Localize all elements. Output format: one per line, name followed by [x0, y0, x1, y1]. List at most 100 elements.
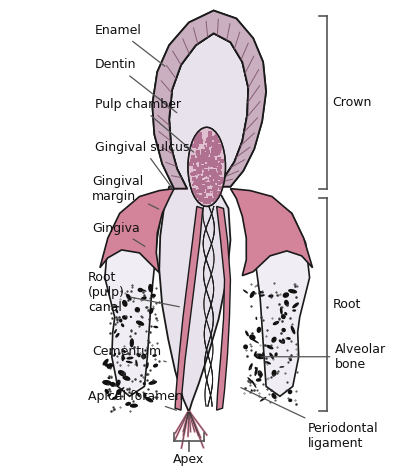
Ellipse shape — [243, 289, 248, 294]
Ellipse shape — [280, 307, 283, 315]
Ellipse shape — [121, 354, 124, 361]
Polygon shape — [105, 197, 161, 396]
Ellipse shape — [126, 361, 133, 363]
Ellipse shape — [292, 303, 299, 308]
Text: Apex: Apex — [173, 453, 204, 466]
Ellipse shape — [135, 307, 140, 312]
Ellipse shape — [104, 363, 108, 367]
Ellipse shape — [258, 292, 261, 295]
Ellipse shape — [143, 382, 146, 386]
Ellipse shape — [148, 284, 153, 292]
Ellipse shape — [279, 366, 284, 368]
Ellipse shape — [284, 312, 287, 316]
Ellipse shape — [141, 296, 147, 301]
Ellipse shape — [245, 331, 249, 336]
Ellipse shape — [130, 316, 132, 318]
Ellipse shape — [125, 402, 131, 406]
Text: Crown: Crown — [332, 96, 372, 108]
Ellipse shape — [250, 291, 255, 298]
Ellipse shape — [126, 294, 132, 301]
Ellipse shape — [243, 344, 248, 349]
Ellipse shape — [145, 397, 153, 402]
Ellipse shape — [284, 300, 289, 306]
Polygon shape — [175, 206, 203, 410]
Polygon shape — [217, 206, 230, 410]
Ellipse shape — [123, 350, 126, 353]
Text: Cementum: Cementum — [92, 345, 166, 362]
Ellipse shape — [126, 356, 134, 360]
Ellipse shape — [152, 354, 157, 357]
Ellipse shape — [254, 367, 257, 370]
Ellipse shape — [269, 353, 274, 359]
Text: Alveolar
bone: Alveolar bone — [263, 343, 386, 371]
Ellipse shape — [121, 323, 124, 327]
Ellipse shape — [271, 337, 277, 343]
Ellipse shape — [149, 308, 154, 314]
Ellipse shape — [115, 309, 118, 313]
Ellipse shape — [143, 393, 146, 398]
Ellipse shape — [286, 337, 291, 340]
Polygon shape — [159, 33, 248, 412]
Ellipse shape — [116, 389, 122, 395]
Ellipse shape — [255, 354, 265, 359]
Ellipse shape — [266, 345, 274, 349]
Ellipse shape — [142, 289, 146, 292]
Ellipse shape — [274, 352, 278, 357]
Ellipse shape — [188, 127, 226, 206]
Text: Root
(pulp)
canal: Root (pulp) canal — [88, 271, 179, 314]
Ellipse shape — [251, 339, 259, 343]
Ellipse shape — [252, 380, 256, 388]
Ellipse shape — [288, 289, 297, 294]
Ellipse shape — [256, 378, 262, 382]
Text: Enamel: Enamel — [95, 24, 165, 66]
Ellipse shape — [258, 371, 263, 377]
Ellipse shape — [115, 333, 120, 338]
Ellipse shape — [279, 340, 284, 344]
Polygon shape — [251, 197, 310, 396]
Ellipse shape — [118, 370, 126, 377]
Ellipse shape — [262, 352, 264, 356]
Ellipse shape — [248, 363, 253, 371]
Ellipse shape — [146, 362, 149, 369]
Ellipse shape — [257, 327, 261, 333]
Ellipse shape — [256, 317, 257, 320]
Ellipse shape — [259, 291, 264, 294]
Ellipse shape — [130, 338, 134, 348]
Text: Apical foramen: Apical foramen — [88, 390, 183, 410]
Ellipse shape — [107, 363, 113, 369]
Ellipse shape — [254, 351, 257, 356]
Text: Gingiva: Gingiva — [92, 222, 145, 247]
Ellipse shape — [108, 377, 110, 379]
Ellipse shape — [272, 370, 277, 376]
Text: Gingival sulcus: Gingival sulcus — [95, 141, 190, 189]
Text: Periodontal
ligament: Periodontal ligament — [241, 387, 378, 450]
Ellipse shape — [112, 396, 118, 399]
Ellipse shape — [150, 294, 156, 298]
Polygon shape — [152, 11, 266, 189]
Polygon shape — [230, 189, 312, 276]
Ellipse shape — [114, 392, 118, 400]
Ellipse shape — [259, 295, 265, 297]
Ellipse shape — [292, 310, 296, 312]
Polygon shape — [152, 11, 266, 189]
Ellipse shape — [273, 321, 279, 325]
Ellipse shape — [106, 290, 108, 292]
Ellipse shape — [247, 377, 254, 384]
Ellipse shape — [289, 358, 292, 361]
Ellipse shape — [153, 363, 158, 368]
Ellipse shape — [110, 382, 116, 387]
Ellipse shape — [122, 376, 130, 381]
Ellipse shape — [282, 328, 286, 332]
Ellipse shape — [141, 354, 146, 359]
Ellipse shape — [266, 361, 271, 364]
Ellipse shape — [260, 397, 266, 401]
Ellipse shape — [136, 320, 144, 326]
Ellipse shape — [113, 306, 120, 308]
Ellipse shape — [113, 353, 116, 357]
Ellipse shape — [135, 360, 138, 367]
Ellipse shape — [114, 329, 117, 334]
Ellipse shape — [119, 318, 122, 323]
Ellipse shape — [102, 380, 112, 386]
Ellipse shape — [148, 380, 157, 385]
Ellipse shape — [259, 374, 262, 379]
